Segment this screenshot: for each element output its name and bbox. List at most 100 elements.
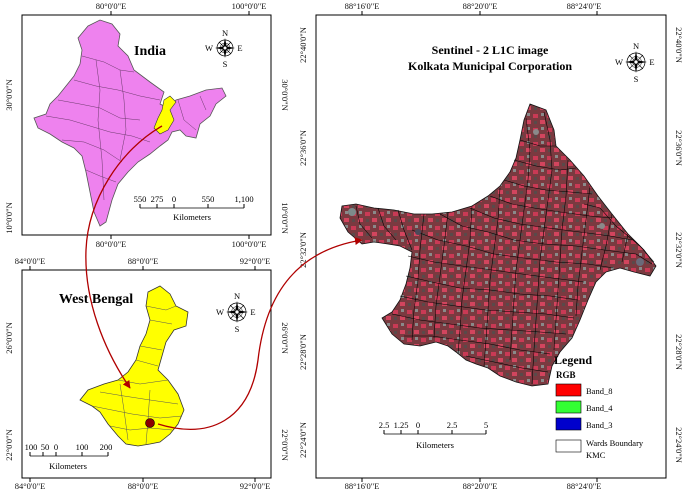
wb-panel: 84°0'0"E 88°0'0"E 92°0'0"E 84°0'0"E 88°0… xyxy=(4,256,290,491)
kmc-satellite-image xyxy=(339,103,657,387)
legend-title: Legend xyxy=(554,353,592,367)
wb-scale-bar: 100 50 0 100 200 Kilometers xyxy=(25,442,113,471)
kmc-left-tick-1: 22°40'0"N xyxy=(298,27,308,63)
kmc-title-line-2: Kolkata Municipal Corporation xyxy=(408,59,572,73)
legend-swatch-band8 xyxy=(555,383,582,397)
kmc-bottom-tick-2: 88°20'0"E xyxy=(463,481,498,491)
india-scale-unit: Kilometers xyxy=(173,212,211,222)
arrow-wb-to-kmc xyxy=(157,237,363,430)
kmc-scale-label-1: 2.5 xyxy=(379,420,390,430)
india-west-bengal-highlight xyxy=(153,95,177,135)
kmc-left-tick-5: 22°24'0"N xyxy=(298,422,308,458)
india-left-tick-2: 10°0'0"N xyxy=(4,202,14,234)
wb-top-tick-1: 84°0'0"E xyxy=(15,256,46,266)
kmc-scale-label-4: 2.5 xyxy=(447,420,458,430)
kmc-left-tick-2: 22°36'0"N xyxy=(298,130,308,166)
wb-landmass xyxy=(79,285,189,447)
legend-label-band4: Band_4 xyxy=(586,403,613,413)
kmc-bottom-tick-3: 88°24'0"E xyxy=(567,481,602,491)
india-right-tick-1: 30°0'0"N xyxy=(280,79,290,111)
kmc-right-tick-4: 22°28'0"N xyxy=(674,334,684,370)
kmc-left-tick-4: 22°28'0"N xyxy=(298,334,308,370)
kmc-scale-label-5: 5 xyxy=(484,420,488,430)
india-compass: N S E W xyxy=(205,28,243,69)
india-left-tick-1: 30°0'0"N xyxy=(4,79,14,111)
kmc-urban-patches xyxy=(348,129,644,266)
kmc-compass: N S E W xyxy=(615,41,655,84)
legend-label-wards: Wards Boundary KMC xyxy=(586,438,644,460)
wb-scale-label-3: 0 xyxy=(54,442,58,452)
india-compass-s: S xyxy=(223,59,228,69)
india-top-tick-2: 100°0'0"E xyxy=(232,1,267,11)
wb-compass-w: W xyxy=(216,307,224,317)
wb-kolkata-marker xyxy=(145,418,155,428)
kmc-compass-s: S xyxy=(634,74,639,84)
connector-arrows xyxy=(85,125,363,430)
india-compass-e: E xyxy=(237,43,242,53)
kmc-scale-unit: Kilometers xyxy=(416,440,454,450)
legend-subtitle: RGB xyxy=(556,370,576,380)
kmc-right-tick-2: 22°36'0"N xyxy=(674,130,684,166)
kmc-top-tick-2: 88°20'0"E xyxy=(463,1,498,11)
india-state-lines xyxy=(45,55,207,201)
wb-title: West Bengal xyxy=(59,292,133,307)
wb-left-tick-1: 26°0'0"N xyxy=(4,322,14,354)
wb-left-tick-2: 22°0'0"N xyxy=(4,429,14,461)
wb-scale-label-5: 200 xyxy=(100,442,113,452)
india-scale-label-1: 550 xyxy=(134,194,147,204)
india-scale-label-4: 550 xyxy=(202,194,215,204)
wb-right-tick-2: 22°0'0"N xyxy=(280,429,290,461)
legend-swatch-band3 xyxy=(555,417,582,431)
india-top-tick-1: 80°0'0"E xyxy=(96,1,127,11)
wb-compass-e: E xyxy=(250,307,255,317)
wb-bottom-tick-2: 88°0'0"E xyxy=(128,481,159,491)
legend-swatch-band4 xyxy=(555,400,582,414)
wb-scale-label-4: 100 xyxy=(76,442,89,452)
kmc-title-line-1: Sentinel - 2 L1C image xyxy=(432,43,549,57)
kmc-bottom-tick-1: 88°16'0"E xyxy=(345,481,380,491)
kmc-scale-label-3: 0 xyxy=(416,420,420,430)
india-scale-label-3: 0 xyxy=(172,194,176,204)
india-panel: 80°0'0"E 100°0'0"E 80°0'0"E 100°0'0"E 30… xyxy=(4,1,290,249)
wb-bottom-tick-1: 84°0'0"E xyxy=(15,481,46,491)
wb-compass: N S E W xyxy=(216,291,256,334)
kmc-scale-label-2: 1.25 xyxy=(394,420,409,430)
india-scale-bar: 550 275 0 550 1,100 Kilometers xyxy=(134,194,254,222)
wb-top-tick-2: 88°0'0"E xyxy=(128,256,159,266)
india-right-tick-2: 10°0'0"N xyxy=(280,202,290,234)
kmc-legend: Legend RGB Band_8 Band_4 Band_3 Wards Bo… xyxy=(554,353,644,460)
kmc-left-tick-3: 22°32'0"N xyxy=(298,232,308,268)
wb-scale-label-2: 50 xyxy=(41,442,50,452)
legend-label-band3: Band_3 xyxy=(586,420,612,430)
kmc-top-tick-3: 88°24'0"E xyxy=(567,1,602,11)
kmc-compass-e: E xyxy=(649,57,654,67)
wb-scale-label-1: 100 xyxy=(25,442,38,452)
kmc-right-tick-3: 22°32'0"N xyxy=(674,232,684,268)
kmc-compass-w: W xyxy=(615,57,623,67)
legend-swatch-wards xyxy=(555,439,582,453)
india-scale-label-2: 275 xyxy=(151,194,164,204)
india-title: India xyxy=(134,44,166,59)
wb-right-tick-1: 26°0'0"N xyxy=(280,322,290,354)
wb-top-tick-3: 92°0'0"E xyxy=(240,256,271,266)
india-compass-n: N xyxy=(222,28,228,38)
india-bottom-tick-1: 80°0'0"E xyxy=(96,239,127,249)
india-landmass xyxy=(33,19,227,227)
kmc-top-tick-1: 88°16'0"E xyxy=(345,1,380,11)
kmc-scale-bar: 2.5 1.25 0 2.5 5 Kilometers xyxy=(379,420,488,450)
wb-scale-unit: Kilometers xyxy=(49,461,87,471)
kmc-compass-n: N xyxy=(633,41,639,51)
kmc-right-tick-1: 22°40'0"N xyxy=(674,27,684,63)
india-scale-label-5: 1,100 xyxy=(234,194,253,204)
kmc-right-tick-5: 22°24'0"N xyxy=(674,427,684,463)
wb-compass-n: N xyxy=(234,291,240,301)
kmc-panel: 88°16'0"E 88°20'0"E 88°24'0"E 88°16'0"E … xyxy=(298,1,684,491)
wb-bottom-tick-3: 92°0'0"E xyxy=(240,481,271,491)
india-bottom-tick-2: 100°0'0"E xyxy=(232,239,267,249)
legend-label-band8: Band_8 xyxy=(586,386,612,396)
kmc-ward-boundaries xyxy=(355,111,655,385)
india-compass-w: W xyxy=(205,43,213,53)
wb-compass-s: S xyxy=(235,324,240,334)
arrow-india-to-wb xyxy=(85,125,163,389)
